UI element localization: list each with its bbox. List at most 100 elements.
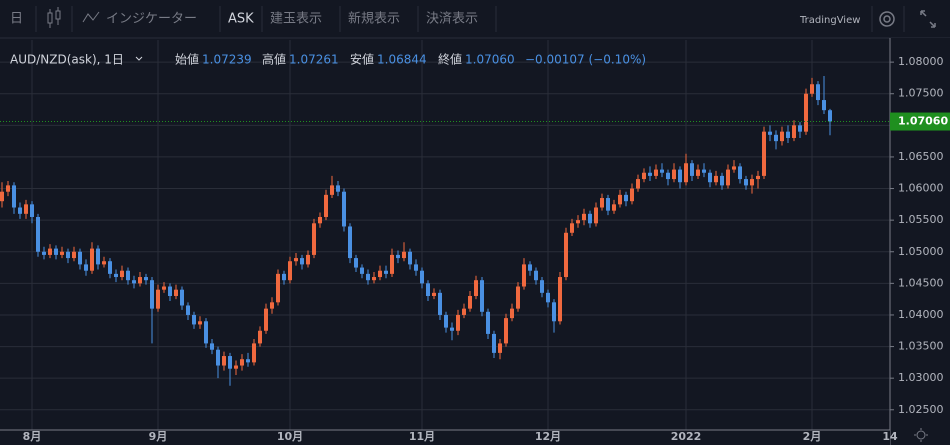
candle-body [150,280,154,309]
candle-body [102,261,106,265]
candle-body [624,194,628,202]
candle-body [492,333,496,353]
toggle-button[interactable]: 新規表示 [348,11,400,27]
change: −0.00107 (−0.10%) [525,53,646,67]
fullscreen-button[interactable] [920,10,936,28]
y-tick-label: 1.04500 [898,276,944,289]
candle-body [324,194,328,217]
settings-button[interactable] [879,11,895,27]
last-price-tag [890,112,950,131]
candle-body [198,321,202,325]
candle-body [642,172,646,180]
candle-body [774,134,778,142]
candle-body [498,343,502,353]
toggle-button[interactable]: 決済表示 [426,11,478,27]
candle-body [78,251,82,265]
candle-body [630,188,634,202]
side-button[interactable]: ASK [228,12,254,27]
candle-body [288,261,292,281]
candle-body [132,280,136,284]
symbol-chevron [135,56,143,61]
candle-body [594,207,598,224]
x-tick-label: 2022 [671,430,702,443]
candle-body [426,283,430,296]
candle-body [672,169,676,180]
candle-body [432,292,436,296]
candle-body [588,213,592,224]
candle-body [636,179,640,189]
x-tick-label: 14 [882,430,898,443]
candle-body [810,84,814,94]
candle-body [294,258,298,262]
candle-body [342,191,346,227]
y-tick-label: 1.05000 [898,245,944,258]
candle-body [330,185,334,195]
candle-body [582,213,586,221]
y-tick-label: 1.07500 [898,87,944,100]
time-settings-button[interactable] [914,428,928,442]
candle-body [792,125,796,138]
candle-body [168,286,172,296]
y-tick-label: 1.02500 [898,403,944,416]
candle-body [90,248,94,271]
interval-button[interactable]: 日 [10,12,23,27]
candle-body [300,258,304,265]
candle-body [180,289,184,306]
candle-body [174,289,178,296]
candle-body [576,220,580,224]
candle-body [570,223,574,233]
candle-body [360,267,364,274]
ohlc-value: 1.06844 [377,53,427,67]
candle-body [552,302,556,322]
candle-body [828,110,832,122]
candle-body [264,308,268,331]
candle-body [564,232,568,278]
x-tick-label: 9月 [149,430,168,443]
candle-body [144,277,148,281]
candle-body [54,248,58,255]
x-tick-label: 2月 [803,430,822,443]
candle-body [48,248,52,255]
candle-body [252,343,256,363]
candle-body [60,251,64,255]
indicators-button[interactable]: インジケーター [106,12,197,27]
candle-body [762,131,766,176]
candle-body [480,280,484,312]
candle-body [522,264,526,287]
candle-body [6,185,10,192]
candle-body [282,273,286,281]
candle-body [36,216,40,252]
x-tick-label: 11月 [409,430,435,443]
candle-body [768,131,772,135]
y-tick-label: 1.04000 [898,308,944,321]
candle-body [822,100,826,111]
candle-body [396,254,400,259]
candle-body [468,295,472,309]
ohlc-value: 1.07060 [465,53,515,67]
ohlc-label: 始値 [175,52,199,67]
y-tick-label: 1.03000 [898,371,944,384]
y-tick-label: 1.06000 [898,182,944,195]
candle-body [702,169,706,173]
toggle-button[interactable]: 建玉表示 [270,12,322,27]
candle-body [486,311,490,334]
candle-body [24,204,28,214]
candle-body [540,280,544,293]
candles [0,76,890,386]
candle-body [438,292,442,315]
x-tick-label: 12月 [535,430,561,443]
candle-body [732,166,736,170]
candle-body [750,179,754,186]
candle-body [444,314,448,328]
candle-body [306,254,310,265]
candle-body [528,264,532,271]
candle-body [186,305,190,315]
candle-body [354,258,358,268]
symbol[interactable]: AUD/NZD(ask), 1日 [10,53,124,67]
candle-body [756,175,760,180]
candle-body [126,270,130,281]
candle-style-icon[interactable] [47,7,61,28]
candle-body [18,207,22,214]
candle-body [690,163,694,176]
